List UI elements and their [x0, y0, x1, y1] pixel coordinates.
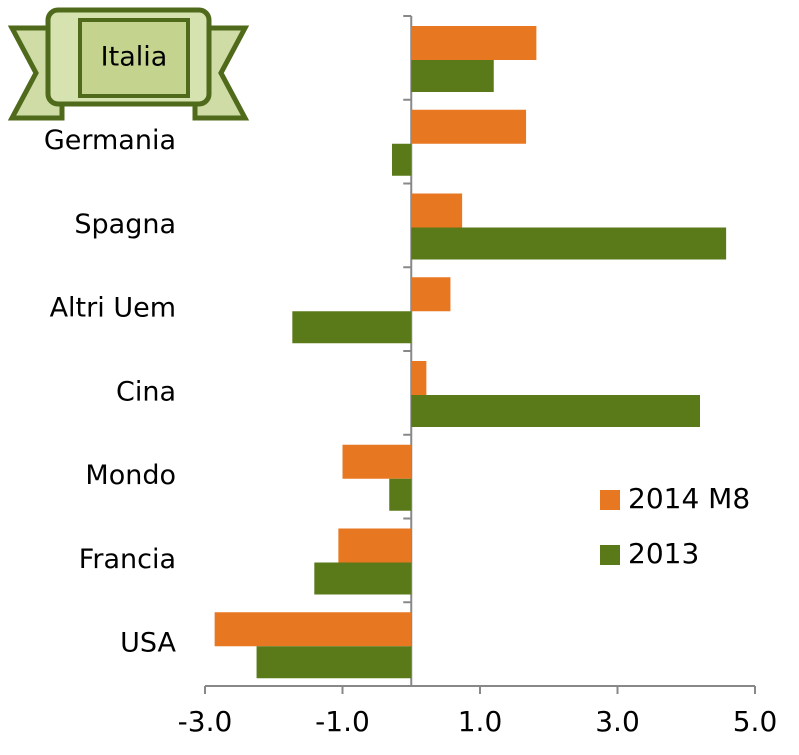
category-label: USA [120, 628, 176, 659]
category-label: Mondo [85, 460, 176, 491]
bar [411, 109, 527, 144]
legend-label: 2013 [628, 537, 699, 570]
bar [338, 528, 412, 563]
bar [389, 478, 412, 511]
legend-swatch [600, 545, 620, 565]
category-label: Altri Uem [50, 293, 176, 324]
bar [314, 562, 412, 595]
bar [411, 395, 700, 427]
bar [411, 361, 427, 395]
x-tick-label: -3.0 [178, 705, 233, 738]
x-tick-label: -1.0 [315, 705, 370, 738]
bar [342, 444, 412, 479]
category-label: Germania [44, 125, 176, 156]
x-tick-label: 5.0 [733, 705, 778, 738]
legend-label: 2014 M8 [628, 482, 750, 515]
bar [411, 26, 537, 60]
legend-swatch [600, 490, 620, 510]
bar [411, 227, 727, 260]
bar [256, 646, 412, 679]
bar [214, 612, 412, 647]
banner: Italia [7, 7, 250, 121]
category-label: Spagna [74, 209, 176, 240]
bar [392, 143, 412, 176]
bar [411, 193, 463, 228]
bar [411, 277, 451, 312]
category-label: Cina [116, 376, 176, 407]
bar [411, 60, 494, 92]
category-label: Francia [79, 544, 176, 575]
category-label: Italia [101, 42, 168, 73]
x-tick-label: 1.0 [458, 705, 503, 738]
x-tick-label: 3.0 [595, 705, 640, 738]
bar [292, 311, 412, 344]
